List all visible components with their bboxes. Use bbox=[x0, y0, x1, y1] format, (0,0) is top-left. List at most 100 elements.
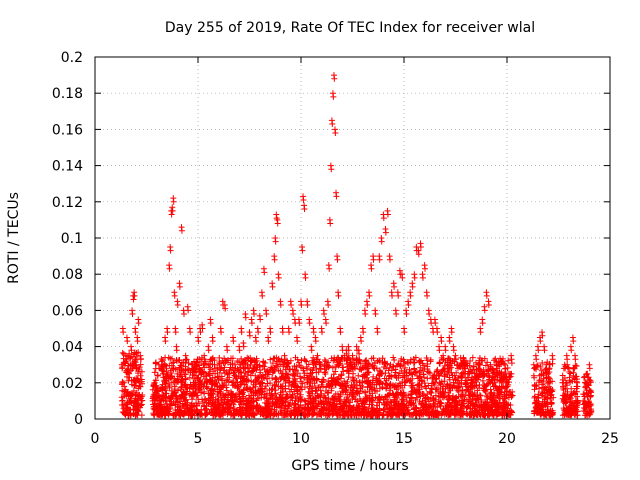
data-point bbox=[570, 364, 577, 371]
data-point bbox=[150, 401, 157, 408]
data-point bbox=[224, 401, 231, 408]
data-point bbox=[298, 364, 305, 371]
data-point bbox=[574, 408, 581, 415]
data-point bbox=[425, 369, 432, 376]
data-point bbox=[492, 406, 499, 413]
data-point bbox=[132, 356, 139, 363]
data-point bbox=[397, 363, 404, 370]
data-point bbox=[381, 359, 388, 366]
data-point bbox=[334, 361, 341, 368]
data-point bbox=[175, 406, 182, 413]
data-point bbox=[298, 301, 305, 308]
data-point bbox=[160, 374, 167, 381]
data-point bbox=[240, 401, 247, 408]
data-point bbox=[483, 405, 490, 412]
data-point bbox=[457, 383, 464, 390]
data-point bbox=[271, 381, 278, 388]
data-point bbox=[533, 399, 540, 406]
data-point bbox=[305, 361, 312, 368]
data-point bbox=[189, 396, 196, 403]
data-point bbox=[376, 372, 383, 379]
data-point bbox=[151, 369, 158, 376]
data-point bbox=[380, 215, 387, 222]
data-point bbox=[382, 380, 389, 387]
data-point bbox=[308, 400, 315, 407]
data-point bbox=[389, 390, 396, 397]
data-point bbox=[283, 374, 290, 381]
data-point bbox=[207, 320, 214, 327]
data-point bbox=[536, 405, 543, 412]
data-point bbox=[543, 365, 550, 372]
data-point bbox=[236, 359, 243, 366]
data-point bbox=[392, 400, 399, 407]
data-point bbox=[265, 338, 272, 345]
data-point bbox=[213, 383, 220, 390]
data-point bbox=[302, 357, 309, 364]
data-point bbox=[188, 401, 195, 408]
data-point bbox=[124, 366, 131, 373]
data-point bbox=[531, 386, 538, 393]
data-point bbox=[246, 332, 253, 339]
data-point bbox=[536, 385, 543, 392]
data-point bbox=[187, 329, 194, 336]
data-point bbox=[302, 412, 309, 419]
data-point bbox=[209, 357, 216, 364]
data-point bbox=[258, 406, 265, 413]
data-point bbox=[127, 411, 134, 418]
data-point bbox=[386, 364, 393, 371]
data-point bbox=[586, 365, 593, 372]
data-point bbox=[444, 381, 451, 388]
data-point bbox=[560, 383, 567, 390]
data-point bbox=[208, 381, 215, 388]
data-point bbox=[384, 211, 391, 218]
data-point bbox=[247, 372, 254, 379]
data-point bbox=[374, 411, 381, 418]
data-point bbox=[202, 411, 209, 418]
data-point bbox=[287, 357, 294, 364]
data-point bbox=[356, 403, 363, 410]
data-point bbox=[561, 411, 568, 418]
data-point bbox=[291, 412, 298, 419]
data-point bbox=[164, 371, 171, 378]
data-point bbox=[222, 405, 229, 412]
data-point bbox=[489, 403, 496, 410]
data-point bbox=[242, 412, 249, 419]
data-point bbox=[476, 382, 483, 389]
data-point bbox=[458, 397, 465, 404]
data-point bbox=[246, 402, 253, 409]
data-point bbox=[356, 357, 363, 364]
data-point bbox=[216, 386, 223, 393]
data-point bbox=[494, 365, 501, 372]
data-point bbox=[236, 364, 243, 371]
data-point bbox=[536, 404, 543, 411]
data-point bbox=[536, 400, 543, 407]
data-point bbox=[278, 408, 285, 415]
data-point bbox=[570, 390, 577, 397]
data-point bbox=[359, 384, 366, 391]
data-point bbox=[271, 364, 278, 371]
data-point bbox=[332, 395, 339, 402]
data-point bbox=[419, 397, 426, 404]
data-point bbox=[392, 366, 399, 373]
data-point bbox=[486, 376, 493, 383]
data-point bbox=[383, 402, 390, 409]
data-point bbox=[129, 391, 136, 398]
data-point bbox=[436, 373, 443, 380]
data-point bbox=[219, 377, 226, 384]
data-point bbox=[306, 383, 313, 390]
data-point bbox=[436, 360, 443, 367]
y-axis-label: ROTI / TECUs bbox=[6, 192, 22, 284]
data-point bbox=[356, 396, 363, 403]
data-point bbox=[172, 401, 179, 408]
data-point bbox=[136, 383, 143, 390]
data-point bbox=[230, 378, 237, 385]
data-point bbox=[206, 371, 213, 378]
data-point bbox=[154, 392, 161, 399]
data-point bbox=[496, 361, 503, 368]
data-point bbox=[476, 404, 483, 411]
data-point bbox=[166, 408, 173, 415]
data-point bbox=[479, 320, 486, 327]
data-point bbox=[160, 362, 167, 369]
data-point bbox=[412, 409, 419, 416]
data-point bbox=[176, 411, 183, 418]
